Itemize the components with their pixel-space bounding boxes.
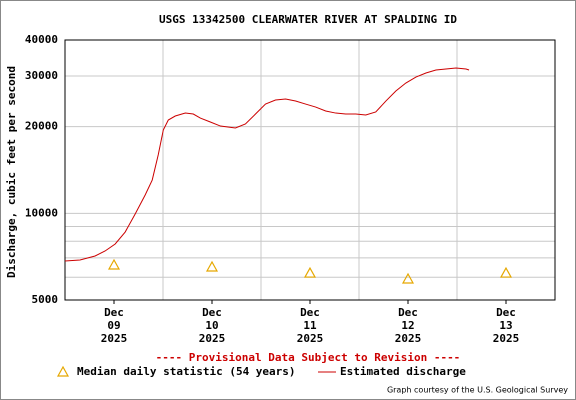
- annotation: ---- Provisional Data Subject to Revisio…: [156, 351, 461, 364]
- data-line: [64, 67, 470, 262]
- legend-label: Estimated discharge: [340, 365, 466, 378]
- legend-label: Median daily statistic (54 years): [77, 365, 296, 378]
- median-marker: [107, 258, 121, 270]
- plot-border: [64, 39, 556, 301]
- x-tick-label: Dec: [104, 306, 124, 319]
- y-tick-label: 10000: [25, 206, 58, 219]
- x-tick-label: Dec: [202, 306, 222, 319]
- x-tick-label: 2025: [395, 332, 422, 345]
- x-tick-label: 11: [303, 319, 317, 332]
- median-marker: [401, 272, 415, 284]
- x-tick-label: 09: [107, 319, 120, 332]
- y-tick-label: 20000: [25, 120, 58, 133]
- credit: Graph courtesy of the U.S. Geological Su…: [387, 386, 568, 395]
- median-marker: [205, 260, 219, 272]
- chart-title: USGS 13342500 CLEARWATER RIVER AT SPALDI…: [159, 13, 457, 26]
- x-tick-label: 12: [401, 319, 414, 332]
- x-tick-label: 2025: [493, 332, 520, 345]
- y-tick-label: 30000: [25, 69, 58, 82]
- median-marker: [303, 266, 317, 278]
- x-tick-label: 2025: [199, 332, 226, 345]
- x-tick-label: Dec: [300, 306, 320, 319]
- y-axis-label: Discharge, cubic feet per second: [5, 66, 18, 278]
- x-tick-label: 2025: [101, 332, 128, 345]
- y-tick-label: 5000: [32, 293, 59, 306]
- x-tick-label: Dec: [496, 306, 516, 319]
- x-tick-label: 2025: [297, 332, 324, 345]
- y-tick-label: 40000: [25, 33, 58, 46]
- x-tick-label: 10: [205, 319, 218, 332]
- median-marker: [499, 266, 513, 278]
- x-tick-label: Dec: [398, 306, 418, 319]
- x-tick-label: 13: [499, 319, 512, 332]
- legend-marker: [56, 365, 70, 377]
